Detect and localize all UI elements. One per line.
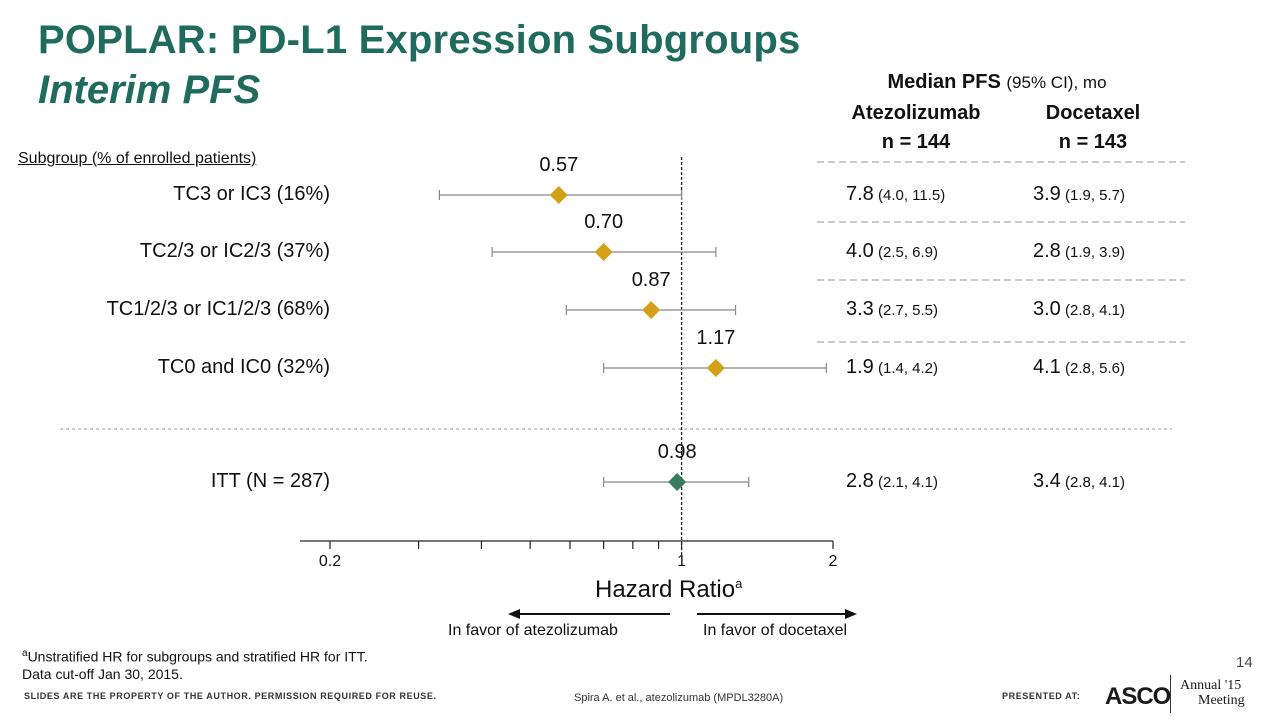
favor-docetaxel-label: In favor of docetaxel — [703, 622, 848, 639]
x-axis-title-text: Hazard Ratio — [595, 576, 736, 603]
slide-title: POPLAR: PD-L1 Expression Subgroups — [38, 18, 801, 62]
row-label-4: ITT (N = 287) — [210, 470, 330, 492]
atezolizumab-median-0: 7.8 — [846, 183, 874, 205]
docetaxel-ci-4: (2.8, 4.1) — [1060, 474, 1126, 491]
favor-atezolizumab-label: In favor of atezolizumab — [448, 622, 618, 639]
x-tick-label-1: 1 — [677, 553, 687, 570]
docetaxel-ci-3: (2.8, 5.6) — [1060, 360, 1126, 377]
annual-line-1: Annual '15 — [1180, 678, 1242, 693]
docetaxel-median-1: 2.8 — [1033, 240, 1061, 262]
atezolizumab-column-header: Atezolizumab n = 144 — [826, 99, 1006, 157]
x-axis-title-sup: a — [735, 576, 743, 591]
atezolizumab-cell-2: 3.3 (2.7, 5.5) — [846, 298, 938, 321]
docetaxel-median-3: 4.1 — [1033, 356, 1061, 378]
atezolizumab-median-4: 2.8 — [846, 470, 874, 492]
docetaxel-column-header: Docetaxel n = 143 — [1008, 99, 1178, 157]
docetaxel-median-2: 3.0 — [1033, 298, 1061, 320]
docetaxel-cell-0: 3.9 (1.9, 5.7) — [1033, 183, 1125, 206]
x-tick-label-0: 0.2 — [318, 553, 342, 570]
atezolizumab-median-3: 1.9 — [846, 356, 874, 378]
row-label-0: TC3 or IC3 (16%) — [173, 183, 330, 205]
docetaxel-cell-2: 3.0 (2.8, 4.1) — [1033, 298, 1125, 321]
atezolizumab-cell-0: 7.8 (4.0, 11.5) — [846, 183, 945, 206]
footnote-line-2: Data cut-off Jan 30, 2015. — [22, 665, 183, 682]
atezolizumab-ci-1: (2.5, 6.9) — [873, 244, 939, 261]
atezolizumab-cell-4: 2.8 (2.1, 4.1) — [846, 470, 938, 493]
docetaxel-cell-4: 3.4 (2.8, 4.1) — [1033, 470, 1125, 493]
slide-subtitle: Interim PFS — [38, 68, 261, 112]
atezolizumab-n: n = 144 — [881, 131, 951, 153]
hr-value-label-0: 0.57 — [539, 154, 579, 176]
hr-marker-3 — [706, 359, 725, 377]
docetaxel-ci-2: (2.8, 4.1) — [1060, 302, 1126, 319]
presented-at-label: PRESENTED AT: — [1002, 691, 1081, 701]
docetaxel-ci-1: (1.9, 3.9) — [1060, 244, 1126, 261]
citation: Spira A. et al., atezolizumab (MPDL3280A… — [574, 692, 784, 704]
atezolizumab-ci-0: (4.0, 11.5) — [873, 187, 946, 204]
hr-value-label-3: 1.17 — [696, 327, 736, 349]
annual-meeting-logo: Annual '15 Meeting — [1180, 678, 1245, 708]
atezolizumab-ci-2: (2.7, 5.5) — [873, 302, 939, 319]
footnote: aUnstratified HR for subgroups and strat… — [22, 645, 368, 683]
median-pfs-header: Median PFS (95% CI), mo — [812, 71, 1182, 94]
atezolizumab-median-2: 3.3 — [846, 298, 874, 320]
hr-marker-0 — [549, 186, 568, 204]
subgroup-header: Subgroup (% of enrolled patients) — [18, 150, 257, 167]
docetaxel-cell-1: 2.8 (1.9, 3.9) — [1033, 240, 1125, 263]
hr-value-label-2: 0.87 — [631, 269, 671, 291]
median-pfs-ci-label: (95% CI), mo — [1006, 73, 1107, 92]
x-axis-title: Hazard Ratioa — [595, 576, 742, 604]
footnote-marker: a — [22, 648, 28, 659]
atezolizumab-name: Atezolizumab — [851, 102, 981, 124]
favor-atezolizumab-arrow-head — [508, 609, 520, 619]
hr-value-label-4: 0.98 — [657, 441, 697, 463]
footnote-text-1: Unstratified HR for subgroups and strati… — [27, 648, 368, 665]
docetaxel-cell-3: 4.1 (2.8, 5.6) — [1033, 356, 1125, 379]
hr-value-label-1: 0.70 — [584, 211, 624, 233]
x-tick-label-2: 2 — [828, 553, 838, 570]
row-label-2: TC1/2/3 or IC1/2/3 (68%) — [106, 298, 330, 320]
hr-marker-1 — [594, 243, 613, 261]
docetaxel-median-4: 3.4 — [1033, 470, 1061, 492]
property-notice: SLIDES ARE THE PROPERTY OF THE AUTHOR. P… — [24, 691, 437, 701]
atezolizumab-ci-3: (1.4, 4.2) — [873, 360, 939, 377]
atezolizumab-median-1: 4.0 — [846, 240, 874, 262]
annual-line-2: Meeting — [1198, 693, 1245, 708]
favor-docetaxel-arrow-head — [845, 609, 857, 619]
asco-logo: ASCO — [1105, 683, 1171, 710]
median-pfs-label: Median PFS — [887, 71, 1001, 93]
docetaxel-n: n = 143 — [1058, 131, 1128, 153]
atezolizumab-ci-4: (2.1, 4.1) — [873, 474, 939, 491]
atezolizumab-cell-3: 1.9 (1.4, 4.2) — [846, 356, 938, 379]
logo-divider — [1170, 675, 1171, 713]
hr-marker-2 — [642, 301, 661, 319]
docetaxel-name: Docetaxel — [1045, 102, 1141, 124]
atezolizumab-cell-1: 4.0 (2.5, 6.9) — [846, 240, 938, 263]
page-number: 14 — [1236, 654, 1253, 671]
footnote-line-1: aUnstratified HR for subgroups and strat… — [22, 645, 368, 666]
hr-marker-4 — [668, 473, 687, 491]
docetaxel-ci-0: (1.9, 5.7) — [1060, 187, 1126, 204]
row-label-3: TC0 and IC0 (32%) — [157, 356, 330, 378]
docetaxel-median-0: 3.9 — [1033, 183, 1061, 205]
row-label-1: TC2/3 or IC2/3 (37%) — [139, 240, 330, 262]
